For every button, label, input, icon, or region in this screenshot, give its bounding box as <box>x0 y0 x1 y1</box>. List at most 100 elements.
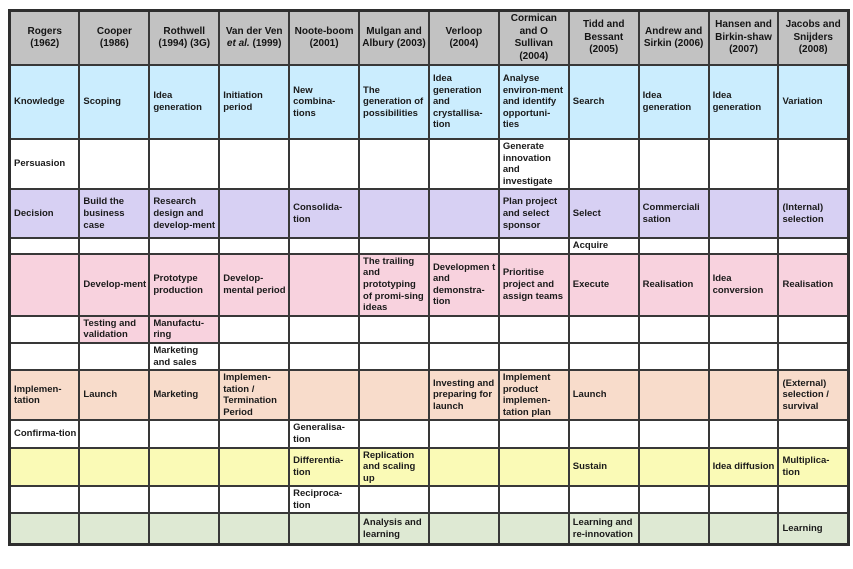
stage-cell: Idea diffusion <box>707 446 780 488</box>
stage-cell: Build the business case <box>78 188 151 240</box>
empty-cell <box>497 419 570 449</box>
stage-cell: Prototype production <box>148 252 221 317</box>
table-row: Marketing and sales <box>8 341 850 372</box>
stage-cell: Acquire <box>567 237 640 255</box>
empty-cell <box>637 419 710 449</box>
empty-cell <box>218 512 291 546</box>
table-row: Acquire <box>8 237 850 255</box>
stage-cell: New combina-tions <box>288 64 361 140</box>
empty-cell <box>358 419 430 449</box>
empty-cell <box>777 237 850 255</box>
stage-cell: Knowledge <box>8 64 81 140</box>
empty-cell <box>288 237 361 255</box>
table-row: Implemen-tation Launch Marketing Implemen-t… <box>8 369 850 422</box>
empty-cell <box>497 314 570 344</box>
innovation-models-table: Rogers (1962) Cooper (1986) Rothwell (1994… <box>8 9 850 546</box>
column-header: Van der Ven et al. (1999) <box>218 9 291 66</box>
table-row: Knowledge Scoping Idea generation Initiatio… <box>8 64 850 140</box>
stage-cell: The trailing and prototyping of promi-si… <box>358 252 430 317</box>
empty-cell <box>707 369 780 422</box>
stage-cell: Differentia-tion <box>288 446 361 488</box>
empty-cell <box>358 137 430 191</box>
empty-cell <box>567 137 640 191</box>
column-header: Verloop (2004) <box>427 9 500 66</box>
empty-cell <box>427 419 500 449</box>
empty-cell <box>358 188 430 240</box>
stage-cell: Plan project and select sponsor <box>497 188 570 240</box>
empty-cell <box>218 237 291 255</box>
stage-cell: (External) selection / survival <box>777 369 850 422</box>
empty-cell <box>358 237 430 255</box>
empty-cell <box>148 512 221 546</box>
stage-cell: Learning and re-innovation <box>567 512 640 546</box>
empty-cell <box>427 188 500 240</box>
empty-cell <box>427 485 500 515</box>
stage-cell: Idea generation <box>707 64 780 140</box>
empty-cell <box>148 237 221 255</box>
column-header: Rogers (1962) <box>8 9 81 66</box>
stage-cell: Scoping <box>78 64 151 140</box>
empty-cell <box>288 314 361 344</box>
empty-cell <box>567 419 640 449</box>
stage-cell: Marketing and sales <box>148 341 221 372</box>
empty-cell <box>78 485 151 515</box>
empty-cell <box>777 341 850 372</box>
empty-cell <box>78 419 151 449</box>
empty-cell <box>288 369 361 422</box>
empty-cell <box>427 512 500 546</box>
empty-cell <box>707 512 780 546</box>
table-header: Rogers (1962) Cooper (1986) Rothwell (1994… <box>8 9 850 66</box>
stage-cell: Idea generation <box>148 64 221 140</box>
empty-cell <box>497 237 570 255</box>
stage-cell: Learning <box>777 512 850 546</box>
empty-cell <box>707 314 780 344</box>
empty-cell <box>8 512 81 546</box>
column-header: Noote-boom (2001) <box>288 9 361 66</box>
empty-cell <box>777 314 850 344</box>
stage-cell: Realisation <box>777 252 850 317</box>
stage-cell: Execute <box>567 252 640 317</box>
empty-cell <box>358 314 430 344</box>
innovation-models-table-container: Rogers (1962) Cooper (1986) Rothwell (1994… <box>8 9 850 546</box>
stage-cell: Multiplica-tion <box>777 446 850 488</box>
empty-cell <box>497 446 570 488</box>
stage-cell: Sustain <box>567 446 640 488</box>
empty-cell <box>637 137 710 191</box>
column-header: Tidd and Bessant (2005) <box>567 9 640 66</box>
empty-cell <box>707 341 780 372</box>
stage-cell: (Internal) selection <box>777 188 850 240</box>
stage-cell: Manufactu-ring <box>148 314 221 344</box>
empty-cell <box>637 314 710 344</box>
empty-cell <box>777 419 850 449</box>
empty-cell <box>8 314 81 344</box>
empty-cell <box>497 512 570 546</box>
empty-cell <box>288 341 361 372</box>
empty-cell <box>637 341 710 372</box>
stage-cell: Commerciali sation <box>637 188 710 240</box>
stage-cell: Implemen-tation <box>8 369 81 422</box>
empty-cell <box>8 485 81 515</box>
stage-cell: Search <box>567 64 640 140</box>
stage-cell: Variation <box>777 64 850 140</box>
column-header: Cooper (1986) <box>78 9 151 66</box>
empty-cell <box>707 188 780 240</box>
header-row: Rogers (1962) Cooper (1986) Rothwell (1994… <box>8 9 850 66</box>
stage-cell: Launch <box>78 369 151 422</box>
empty-cell <box>288 252 361 317</box>
empty-cell <box>427 137 500 191</box>
stage-cell: Realisation <box>637 252 710 317</box>
empty-cell <box>427 446 500 488</box>
stage-cell: Develop-mental period <box>218 252 291 317</box>
empty-cell <box>427 237 500 255</box>
empty-cell <box>358 341 430 372</box>
stage-cell: Consolida-tion <box>288 188 361 240</box>
stage-cell: Replication and scaling up <box>358 446 430 488</box>
empty-cell <box>8 341 81 372</box>
empty-cell <box>707 485 780 515</box>
stage-cell: Develop-ment <box>78 252 151 317</box>
stage-cell: Initiation period <box>218 64 291 140</box>
stage-cell: Launch <box>567 369 640 422</box>
stage-cell: Analysis and learning <box>358 512 430 546</box>
empty-cell <box>497 341 570 372</box>
column-header: Cormican and O Sullivan (2004) <box>497 9 570 66</box>
